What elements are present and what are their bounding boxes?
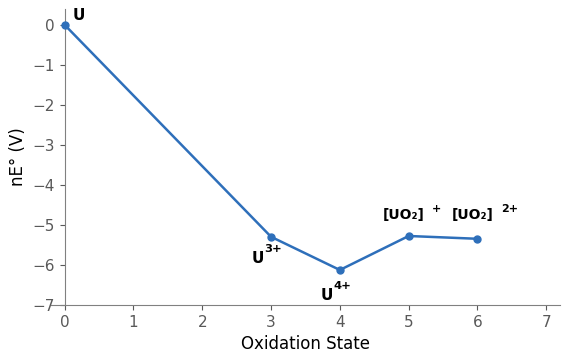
Text: [UO₂]: [UO₂] xyxy=(451,208,493,222)
Y-axis label: nE° (V): nE° (V) xyxy=(9,127,27,186)
Text: U: U xyxy=(320,288,333,303)
Text: U: U xyxy=(252,251,264,266)
Text: 3+: 3+ xyxy=(264,244,282,253)
Text: 4+: 4+ xyxy=(333,281,351,291)
X-axis label: Oxidation State: Oxidation State xyxy=(241,335,370,353)
Text: [UO₂]: [UO₂] xyxy=(383,208,424,222)
Text: U: U xyxy=(73,8,85,23)
Text: 2+: 2+ xyxy=(501,204,518,215)
Text: +: + xyxy=(432,204,441,215)
